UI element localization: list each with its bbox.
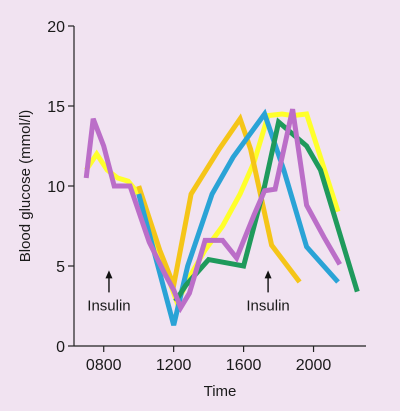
x-axis-title: Time [204, 383, 237, 400]
y-tick-label: 20 [47, 19, 65, 36]
x-tick-label: 2000 [296, 357, 332, 374]
x-tick-label: 0800 [86, 357, 122, 374]
series-line-5 [83, 108, 342, 314]
insulin-label-2: Insulin [246, 297, 289, 314]
x-tick-label: 1200 [156, 357, 192, 374]
y-tick-label: 15 [47, 99, 65, 116]
insulin-label-1: Insulin [87, 297, 130, 314]
y-tick-label: 0 [56, 339, 65, 356]
series-line-2 [136, 113, 302, 295]
y-tick-label: 10 [47, 179, 65, 196]
insulin-arrow-head-2 [264, 270, 272, 279]
y-tick-label: 5 [56, 259, 65, 276]
x-tick-label: 1600 [226, 357, 262, 374]
insulin-arrow-head-1 [105, 270, 113, 279]
y-axis-title: Blood glucose (mmol/l) [17, 110, 34, 263]
